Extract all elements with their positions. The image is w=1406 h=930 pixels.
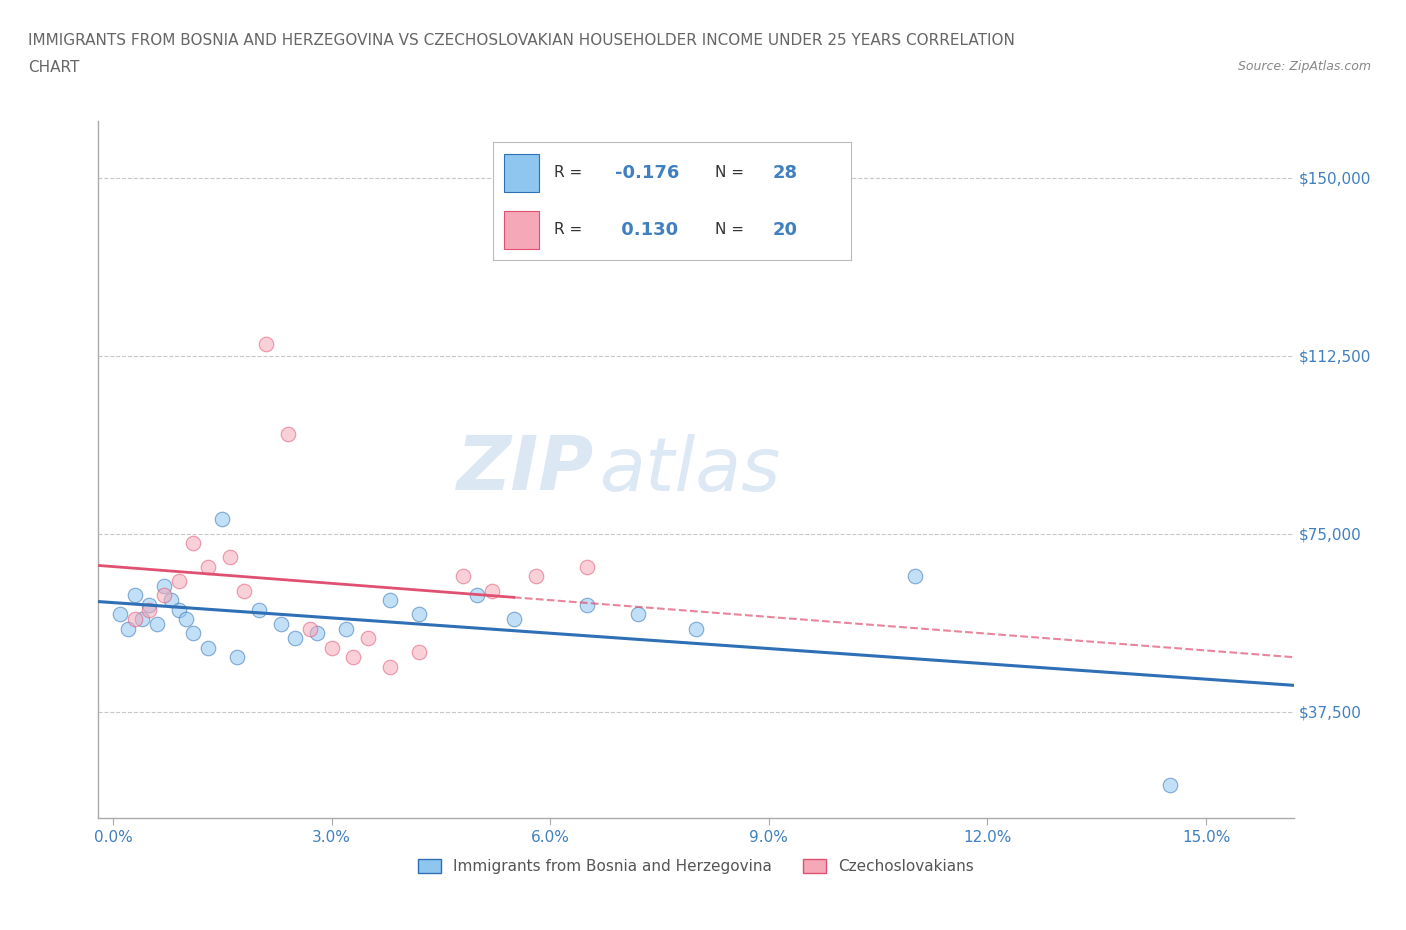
Point <box>270 617 292 631</box>
Point <box>685 621 707 636</box>
Point <box>378 659 401 674</box>
Point <box>181 626 204 641</box>
Point <box>197 560 219 575</box>
Point <box>451 569 474 584</box>
Point <box>254 337 277 352</box>
Point <box>110 607 132 622</box>
Point <box>502 612 524 627</box>
Point <box>233 583 256 598</box>
Point <box>378 592 401 607</box>
Point <box>153 578 176 593</box>
Text: Source: ZipAtlas.com: Source: ZipAtlas.com <box>1237 60 1371 73</box>
Point <box>524 569 547 584</box>
Point <box>218 550 240 565</box>
Point <box>408 644 430 659</box>
Point <box>225 650 247 665</box>
Point <box>211 512 233 527</box>
Point <box>408 607 430 622</box>
Point <box>138 597 160 612</box>
Point <box>167 603 190 618</box>
Text: CHART: CHART <box>28 60 80 75</box>
Point <box>174 612 197 627</box>
Point <box>197 640 219 655</box>
Text: atlas: atlas <box>600 433 782 506</box>
Point <box>131 612 153 627</box>
Point <box>124 588 146 603</box>
Point <box>284 631 307 645</box>
Point <box>138 603 160 618</box>
Point <box>160 592 183 607</box>
Point <box>357 631 380 645</box>
Point <box>247 603 270 618</box>
Text: IMMIGRANTS FROM BOSNIA AND HERZEGOVINA VS CZECHOSLOVAKIAN HOUSEHOLDER INCOME UND: IMMIGRANTS FROM BOSNIA AND HERZEGOVINA V… <box>28 33 1015 47</box>
Point <box>903 569 925 584</box>
Point <box>1159 777 1181 792</box>
Point <box>277 427 299 442</box>
Point <box>167 574 190 589</box>
Point <box>335 621 357 636</box>
Point <box>575 597 598 612</box>
Point <box>575 560 598 575</box>
Legend: Immigrants from Bosnia and Herzegovina, Czechoslovakians: Immigrants from Bosnia and Herzegovina, … <box>412 853 980 881</box>
Point <box>124 612 146 627</box>
Point <box>321 640 343 655</box>
Text: ZIP: ZIP <box>457 433 595 506</box>
Point <box>145 617 167 631</box>
Point <box>153 588 176 603</box>
Point <box>181 536 204 551</box>
Point <box>342 650 364 665</box>
Point <box>298 621 321 636</box>
Point <box>481 583 503 598</box>
Point <box>117 621 139 636</box>
Point <box>467 588 489 603</box>
Point <box>305 626 328 641</box>
Point <box>627 607 650 622</box>
